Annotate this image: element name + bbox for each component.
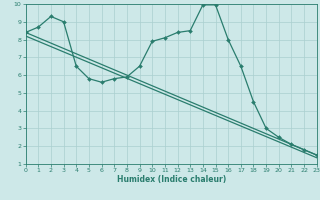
X-axis label: Humidex (Indice chaleur): Humidex (Indice chaleur) xyxy=(116,175,226,184)
